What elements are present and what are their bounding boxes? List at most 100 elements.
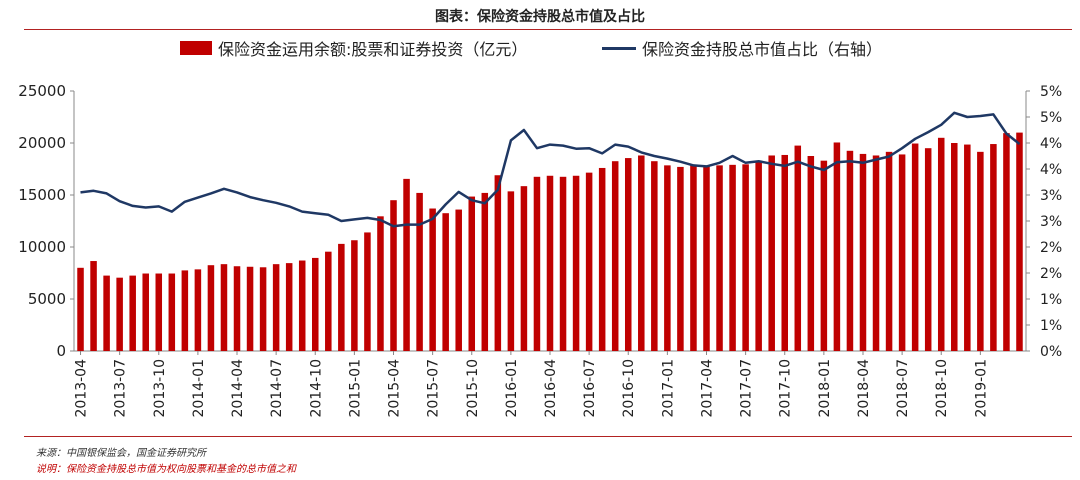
bar [859,153,867,351]
bar [794,145,802,351]
source-note: 来源：中国银保监会，国金证券研究所 [36,448,206,459]
bar [233,266,241,351]
bar [338,243,345,351]
bar [312,257,319,351]
left-tick-label: 10000 [18,238,66,256]
bar [898,154,906,351]
left-tick-label: 15000 [18,186,66,204]
bar [403,178,410,351]
bar [272,264,280,351]
bar [729,164,736,351]
bar [325,251,332,351]
bar [285,263,293,351]
bar [638,155,645,351]
bar [807,156,815,351]
bar [351,240,358,351]
x-tick-label: 2016-04 [543,359,559,418]
right-tick-label: 3% [1040,214,1062,230]
bar [937,137,945,351]
x-tick-label: 2015-07 [426,359,442,418]
bar [703,165,710,351]
x-tick-label: 2017-10 [778,359,794,418]
x-tick-label: 2014-07 [269,359,285,418]
legend-label-line: 保险资金持股总市值占比（右轴） [642,40,883,59]
bar [677,166,684,351]
right-tick-label: 4% [1040,136,1062,152]
bar [781,154,788,351]
legend-swatch-line [602,46,636,50]
bar [455,209,462,351]
bar [846,150,854,351]
bar [611,161,619,351]
bar [377,216,384,351]
bar [220,264,228,351]
bar [572,175,580,351]
bar [990,144,997,351]
bar [533,176,541,351]
bar [924,148,932,351]
bar [194,269,202,351]
bar [768,155,775,351]
bar [494,175,502,351]
legend-item-line: 保险资金持股总市值占比（右轴） [602,36,882,60]
bar [755,161,762,351]
bar [129,275,136,351]
right-tick-label: 4% [1040,162,1062,178]
x-tick-label: 2017-01 [660,359,676,418]
bar [155,273,163,351]
bar [651,161,658,351]
right-tick-label: 1% [1040,318,1062,334]
bar [742,164,749,351]
bar [716,165,723,351]
x-tick-label: 2018-04 [856,359,872,418]
bar [246,266,254,351]
bar [690,165,697,351]
bar [416,192,423,351]
bar [298,260,306,351]
bar [598,167,606,351]
legend-label-bar: 保险资金运用余额:股票和证券投资（亿元） [218,40,528,59]
x-tick-label: 2015-01 [347,359,363,418]
bar [77,267,84,351]
bar [103,275,110,351]
bottom-divider [24,436,1072,437]
bar [90,261,97,351]
bar [364,232,371,351]
x-tick-label: 2016-10 [621,359,637,418]
bar [520,186,528,351]
x-tick-label: 2013-04 [74,359,90,418]
x-tick-label: 2014-01 [191,359,207,418]
x-tick-label: 2018-01 [817,359,833,418]
x-tick-label: 2017-07 [739,359,755,418]
right-tick-label: 2% [1040,240,1062,256]
bar [820,160,828,351]
x-tick-label: 2017-04 [699,359,715,418]
left-tick-label: 0 [56,342,66,360]
left-tick-label: 20000 [18,134,66,152]
x-tick-label: 2016-01 [504,359,520,418]
bar [207,265,215,351]
x-tick-label: 2013-07 [113,359,129,418]
x-tick-label: 2019-01 [973,359,989,418]
bar [559,176,567,351]
x-tick-label: 2015-04 [387,359,403,418]
x-tick-label: 2014-10 [308,359,324,418]
x-tick-label: 2014-04 [230,359,246,418]
right-tick-label: 3% [1040,188,1062,204]
right-tick-label: 5% [1040,84,1062,100]
right-tick-label: 5% [1040,110,1062,126]
bar [390,200,397,351]
left-tick-label: 5000 [28,290,66,308]
bar [481,192,489,351]
bar [977,151,984,351]
bar [885,151,893,351]
bar [442,213,449,351]
bar [142,273,149,351]
bar [833,142,841,351]
description-note: 说明：保险资金持股总市值为权向股票和基金的总市值之和 [36,464,296,475]
bar [964,144,971,351]
right-tick-label: 1% [1040,292,1062,308]
bar [1016,132,1023,351]
bar [872,155,880,351]
